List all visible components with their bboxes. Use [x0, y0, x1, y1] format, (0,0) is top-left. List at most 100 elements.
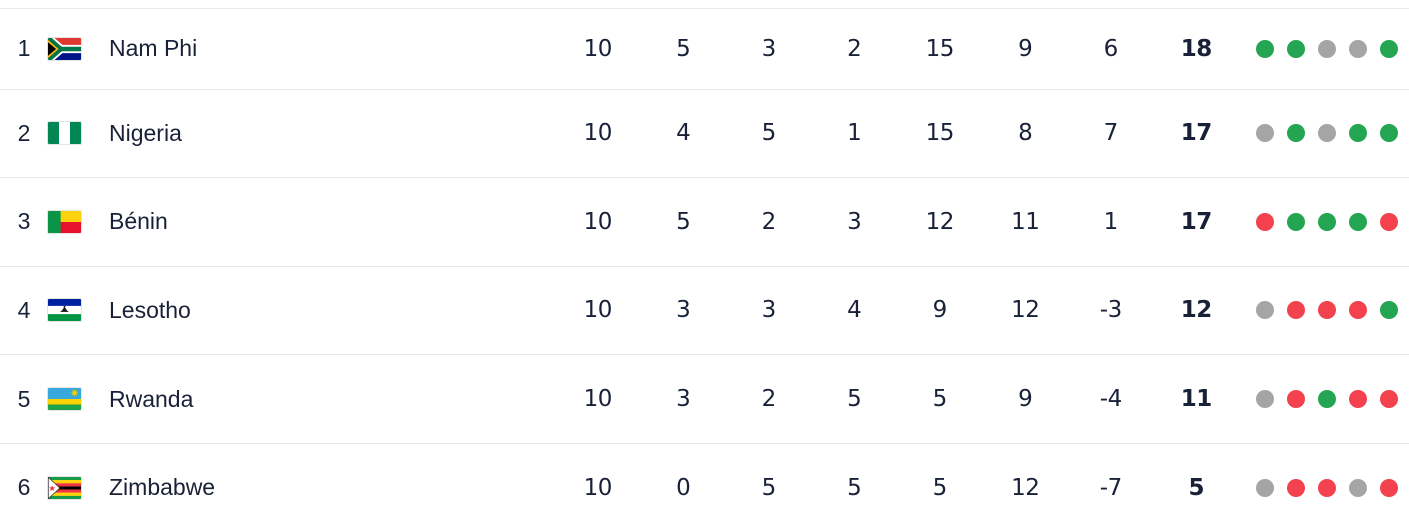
form-dot[interactable] [1349, 301, 1367, 320]
form-dot[interactable] [1318, 212, 1336, 231]
form-dot[interactable] [1349, 212, 1367, 231]
table-row[interactable]: 5 Rwanda 10 3 2 5 5 9 -4 11 [0, 354, 1409, 443]
stat-goals-against: 12 [1011, 297, 1040, 324]
stat-goals-for: 5 [932, 386, 948, 413]
stat-draws: 5 [761, 474, 777, 501]
stat-goal-diff: 6 [1103, 35, 1119, 62]
form-dots [1239, 478, 1409, 497]
flag-lesotho-icon [48, 299, 81, 322]
form-dot[interactable] [1256, 212, 1274, 231]
team-name[interactable]: Lesotho [109, 296, 191, 323]
form-dot[interactable] [1318, 301, 1336, 320]
stat-goals-against: 12 [1011, 474, 1040, 501]
stat-played: 10 [583, 120, 613, 147]
team-name[interactable]: Bénin [109, 208, 168, 235]
rank: 1 [17, 35, 31, 62]
form-dot[interactable] [1318, 39, 1336, 58]
form-dots [1239, 124, 1409, 143]
team-name[interactable]: Nigeria [109, 119, 182, 146]
form-dot[interactable] [1349, 124, 1367, 143]
flag-benin-icon [48, 210, 81, 233]
stat-played: 10 [583, 208, 613, 235]
stat-draws: 2 [761, 208, 777, 235]
form-dot[interactable] [1256, 39, 1274, 58]
form-dot[interactable] [1287, 212, 1305, 231]
stat-points: 12 [1180, 297, 1213, 324]
stat-goals-against: 9 [1018, 35, 1033, 62]
team-name[interactable]: Nam Phi [109, 35, 198, 62]
form-dot[interactable] [1318, 124, 1336, 143]
form-dot[interactable] [1287, 478, 1305, 497]
form-dot[interactable] [1380, 124, 1398, 143]
stat-wins: 0 [676, 474, 691, 501]
stat-wins: 4 [676, 120, 691, 147]
stat-goals-against: 8 [1018, 120, 1033, 147]
stat-goal-diff: -3 [1099, 297, 1122, 324]
form-dot[interactable] [1380, 390, 1398, 409]
form-dot[interactable] [1287, 301, 1305, 320]
stat-goals-against: 11 [1011, 208, 1040, 235]
flag-south-africa-icon [48, 37, 81, 60]
form-dot[interactable] [1287, 39, 1305, 58]
stat-played: 10 [583, 35, 613, 62]
form-dot[interactable] [1256, 301, 1274, 320]
stat-draws: 5 [761, 120, 777, 147]
form-dots [1239, 212, 1409, 231]
form-dot[interactable] [1349, 390, 1367, 409]
stat-points: 17 [1180, 120, 1213, 147]
stat-wins: 5 [676, 208, 691, 235]
table-row[interactable]: 2 Nigeria 10 4 5 1 15 8 7 17 [0, 88, 1409, 178]
form-dot[interactable] [1256, 124, 1274, 143]
rank: 4 [17, 296, 31, 323]
form-dot[interactable] [1349, 39, 1367, 58]
flag-nigeria-icon [48, 122, 81, 145]
stat-goal-diff: -7 [1099, 474, 1122, 501]
stat-losses: 2 [847, 35, 862, 62]
stat-wins: 3 [676, 297, 691, 324]
stat-wins: 3 [676, 386, 691, 413]
rank: 5 [17, 385, 31, 412]
stat-goals-for: 15 [925, 120, 955, 147]
form-dots [1239, 390, 1409, 409]
stat-losses: 5 [847, 474, 862, 501]
team-name[interactable]: Zimbabwe [109, 474, 216, 501]
stat-wins: 5 [676, 35, 691, 62]
form-dot[interactable] [1349, 478, 1367, 497]
flag-rwanda-icon [48, 388, 81, 411]
stat-goals-for: 5 [932, 474, 948, 501]
stat-losses: 3 [847, 208, 862, 235]
table-row[interactable]: 1 Nam Phi 10 5 3 2 15 9 6 18 [0, 8, 1409, 89]
form-dot[interactable] [1380, 301, 1398, 320]
stat-draws: 3 [761, 35, 777, 62]
stat-played: 10 [583, 474, 613, 501]
stat-losses: 4 [847, 297, 862, 324]
stat-draws: 3 [761, 297, 777, 324]
form-dot[interactable] [1318, 478, 1336, 497]
stat-points: 11 [1180, 386, 1213, 413]
stat-goals-for: 15 [925, 35, 955, 62]
rank: 2 [17, 119, 31, 146]
form-dot[interactable] [1380, 39, 1398, 58]
team-name[interactable]: Rwanda [109, 385, 194, 412]
flag-zimbabwe-icon [48, 476, 81, 499]
stat-draws: 2 [761, 386, 777, 413]
stat-played: 10 [583, 297, 613, 324]
stat-goals-against: 9 [1018, 386, 1033, 413]
rank: 3 [17, 208, 31, 235]
form-dot[interactable] [1256, 478, 1274, 497]
form-dot[interactable] [1318, 390, 1336, 409]
form-dot[interactable] [1380, 212, 1398, 231]
form-dot[interactable] [1287, 124, 1305, 143]
table-row[interactable]: 6 Zimbabwe 10 0 5 5 5 12 -7 5 [0, 442, 1409, 532]
form-dot[interactable] [1256, 390, 1274, 409]
stat-points: 5 [1188, 474, 1204, 501]
stat-losses: 1 [847, 120, 862, 147]
stat-points: 17 [1180, 208, 1213, 235]
form-dots [1239, 301, 1409, 320]
table-row[interactable]: 3 Bénin 10 5 2 3 12 11 1 17 [0, 177, 1409, 266]
stat-goal-diff: 1 [1103, 208, 1119, 235]
form-dot[interactable] [1287, 390, 1305, 409]
table-row[interactable]: 4 Lesotho 10 3 3 4 9 12 -3 12 [0, 265, 1409, 355]
form-dot[interactable] [1380, 478, 1398, 497]
stat-losses: 5 [847, 386, 862, 413]
